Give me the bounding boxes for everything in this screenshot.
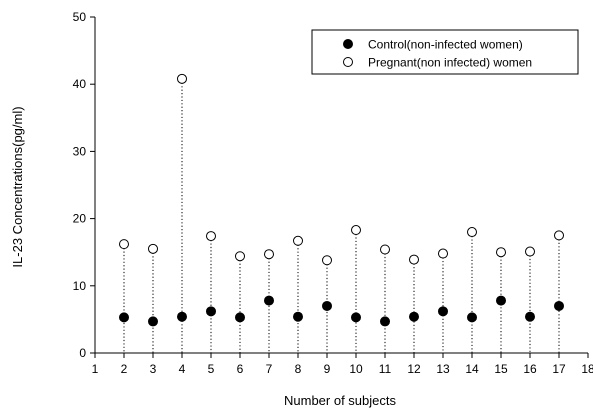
data-point-pregnant	[264, 249, 274, 260]
legend-label-control: Control(non-infected women)	[368, 38, 523, 52]
x-tick-label: 16	[523, 362, 537, 376]
x-tick-label: 11	[379, 362, 392, 376]
data-point-pregnant	[322, 255, 332, 266]
x-tick-label: 2	[121, 362, 128, 376]
y-tick-label: 50	[73, 10, 87, 24]
data-point-control	[554, 300, 564, 311]
data-point-control	[409, 311, 419, 322]
legend-label-pregnant: Pregnant(non infected) women	[368, 56, 532, 70]
x-tick-label: 18	[581, 362, 593, 376]
data-point-control	[467, 312, 477, 323]
data-point-control	[119, 312, 129, 323]
x-axis-label: Number of subjects	[284, 393, 396, 408]
y-tick-label: 0	[79, 346, 86, 360]
data-point-control	[322, 300, 332, 311]
legend: Control(non-infected women) Pregnant(non…	[311, 29, 579, 75]
data-point-pregnant	[409, 254, 419, 265]
data-point-control	[496, 295, 506, 306]
data-point-pregnant	[206, 231, 216, 242]
data-point-control	[351, 312, 361, 323]
data-point-control	[264, 295, 274, 306]
data-point-pregnant	[148, 243, 158, 254]
x-tick-label: 1	[92, 362, 99, 376]
data-point-pregnant	[351, 225, 361, 236]
x-tick-label: 4	[179, 362, 186, 376]
data-point-control	[380, 316, 390, 327]
x-tick-label: 6	[237, 362, 244, 376]
data-point-pregnant	[438, 248, 448, 259]
legend-marker-pregnant	[343, 57, 353, 67]
data-point-pregnant	[293, 235, 303, 246]
x-tick-label: 15	[494, 362, 508, 376]
data-point-pregnant	[467, 227, 477, 238]
data-point-pregnant	[554, 230, 564, 241]
y-tick-label: 40	[73, 77, 87, 91]
x-tick-label: 9	[324, 362, 331, 376]
data-point-pregnant	[525, 246, 535, 257]
x-tick-label: 3	[150, 362, 157, 376]
x-tick-label: 17	[552, 362, 566, 376]
y-axis-label: IL-23 Concentrations(pg/ml)	[10, 106, 25, 267]
data-point-control	[293, 311, 303, 322]
data-point-control	[525, 311, 535, 322]
data-point-pregnant	[177, 73, 187, 84]
data-point-control	[235, 312, 245, 323]
data-point-control	[438, 306, 448, 317]
legend-box	[311, 29, 579, 75]
data-point-pregnant	[119, 239, 129, 250]
legend-marker-control	[343, 39, 353, 49]
y-tick-label: 20	[73, 212, 87, 226]
x-tick-label: 5	[208, 362, 215, 376]
data-point-control	[177, 311, 187, 322]
x-tick-label: 8	[295, 362, 302, 376]
y-tick-label: 30	[73, 144, 87, 158]
x-tick-label: 10	[349, 362, 363, 376]
x-tick-label: 14	[465, 362, 479, 376]
data-point-control	[206, 306, 216, 317]
x-tick-label: 12	[407, 362, 421, 376]
data-point-pregnant	[380, 244, 390, 255]
data-point-pregnant	[496, 247, 506, 258]
data-point-control	[148, 316, 158, 327]
data-point-pregnant	[235, 251, 245, 262]
x-tick-label: 13	[436, 362, 450, 376]
x-tick-label: 7	[266, 362, 273, 376]
y-tick-label: 10	[73, 279, 87, 293]
